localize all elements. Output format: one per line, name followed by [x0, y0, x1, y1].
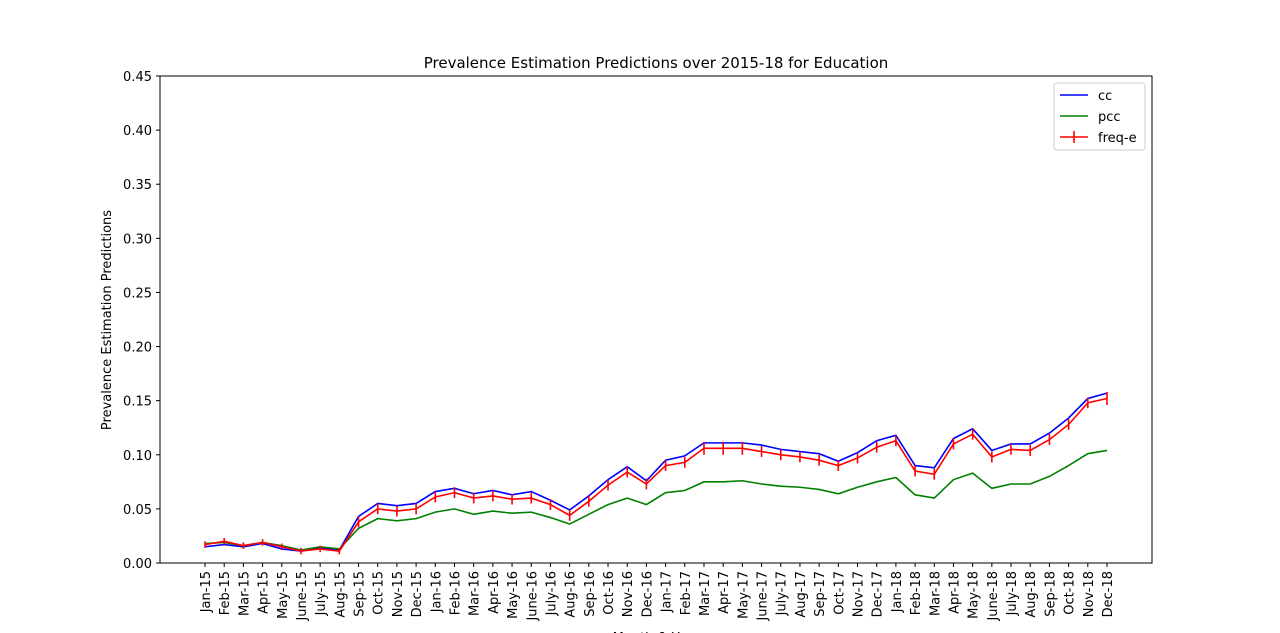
series-line	[204, 397, 1108, 552]
x-tick-label: May-16	[506, 571, 521, 619]
legend-label: cc	[1098, 89, 1112, 104]
x-tick-label: Aug-18	[1024, 571, 1039, 618]
x-tick-label: Apr-18	[947, 571, 962, 614]
x-tick-label: May-15	[276, 571, 291, 619]
x-tick-label: Sep-18	[1043, 571, 1058, 617]
x-tick-label: Jan-17	[660, 571, 675, 613]
x-tick-label: July-16	[544, 571, 559, 616]
x-tick-label: Mar-16	[468, 571, 483, 616]
x-tick-label: Feb-15	[218, 571, 233, 615]
series-line	[204, 449, 1108, 551]
plot-frame	[159, 75, 1153, 564]
x-tick-label: Dec-16	[640, 571, 655, 617]
x-tick-label: Feb-16	[448, 571, 463, 615]
x-tick-label: Nov-17	[852, 571, 867, 617]
legend-label: pcc	[1098, 110, 1121, 125]
x-tick-label: Jan-16	[429, 571, 444, 613]
x-tick-label: Sep-16	[583, 571, 598, 617]
y-tick-label: 0.20	[123, 341, 152, 356]
y-tick-label: 0.25	[123, 286, 152, 301]
x-tick-label: Nov-15	[391, 571, 406, 617]
x-tick-label: Mar-18	[928, 571, 943, 616]
x-tick-label: Jan-15	[199, 571, 214, 613]
x-tick-label: Feb-17	[679, 571, 694, 615]
x-axis-label: Month & Year	[613, 631, 700, 633]
x-tick-label: Apr-17	[717, 571, 732, 614]
x-tick-label: Dec-17	[871, 571, 886, 617]
x-tick-label: July-15	[314, 571, 329, 616]
x-tick-label: Oct-18	[1063, 571, 1078, 615]
x-tick-label: Feb-18	[909, 571, 924, 615]
x-tick-label: Apr-16	[487, 571, 502, 614]
legend-label: freq-e	[1098, 131, 1137, 146]
y-axis-label: Prevalence Estimation Predictions	[100, 210, 115, 430]
x-tick-label: June-17	[756, 571, 771, 622]
x-tick-label: Oct-17	[832, 571, 847, 615]
x-tick-label: June-18	[986, 571, 1001, 622]
y-tick-label: 0.40	[123, 124, 152, 139]
x-tick-label: Nov-18	[1082, 571, 1097, 617]
y-tick-label: 0.45	[123, 70, 152, 85]
x-tick-label: Dec-18	[1101, 571, 1116, 617]
chart-title: Prevalence Estimation Predictions over 2…	[424, 54, 889, 72]
x-tick-label: Aug-15	[333, 571, 348, 618]
x-tick-label: Aug-17	[794, 571, 809, 618]
x-tick-label: Nov-16	[621, 571, 636, 617]
x-tick-label: July-18	[1005, 571, 1020, 616]
x-tick-label: Dec-15	[410, 571, 425, 617]
x-tick-label: May-18	[967, 571, 982, 619]
x-tick-label: June-16	[525, 571, 540, 622]
y-tick-label: 0.30	[123, 232, 152, 247]
y-tick-label: 0.05	[123, 503, 152, 518]
series-line	[204, 392, 1108, 552]
x-tick-label: Mar-17	[698, 571, 713, 616]
x-tick-label: Jan-18	[890, 571, 905, 613]
x-tick-label: Oct-15	[372, 571, 387, 615]
legend-box	[1053, 82, 1146, 151]
y-tick-label: 0.10	[123, 449, 152, 464]
x-tick-label: Mar-15	[237, 571, 252, 616]
y-tick-label: 0.00	[123, 557, 152, 572]
x-tick-label: Sep-17	[813, 571, 828, 617]
y-tick-label: 0.15	[123, 395, 152, 410]
x-tick-label: Aug-16	[564, 571, 579, 618]
x-tick-label: Apr-15	[257, 571, 272, 614]
x-tick-label: June-15	[295, 571, 310, 622]
x-tick-label: Oct-16	[602, 571, 617, 615]
x-tick-label: July-17	[775, 571, 790, 616]
x-tick-label: Sep-15	[353, 571, 368, 617]
x-tick-label: May-17	[736, 571, 751, 619]
y-tick-label: 0.35	[123, 178, 152, 193]
